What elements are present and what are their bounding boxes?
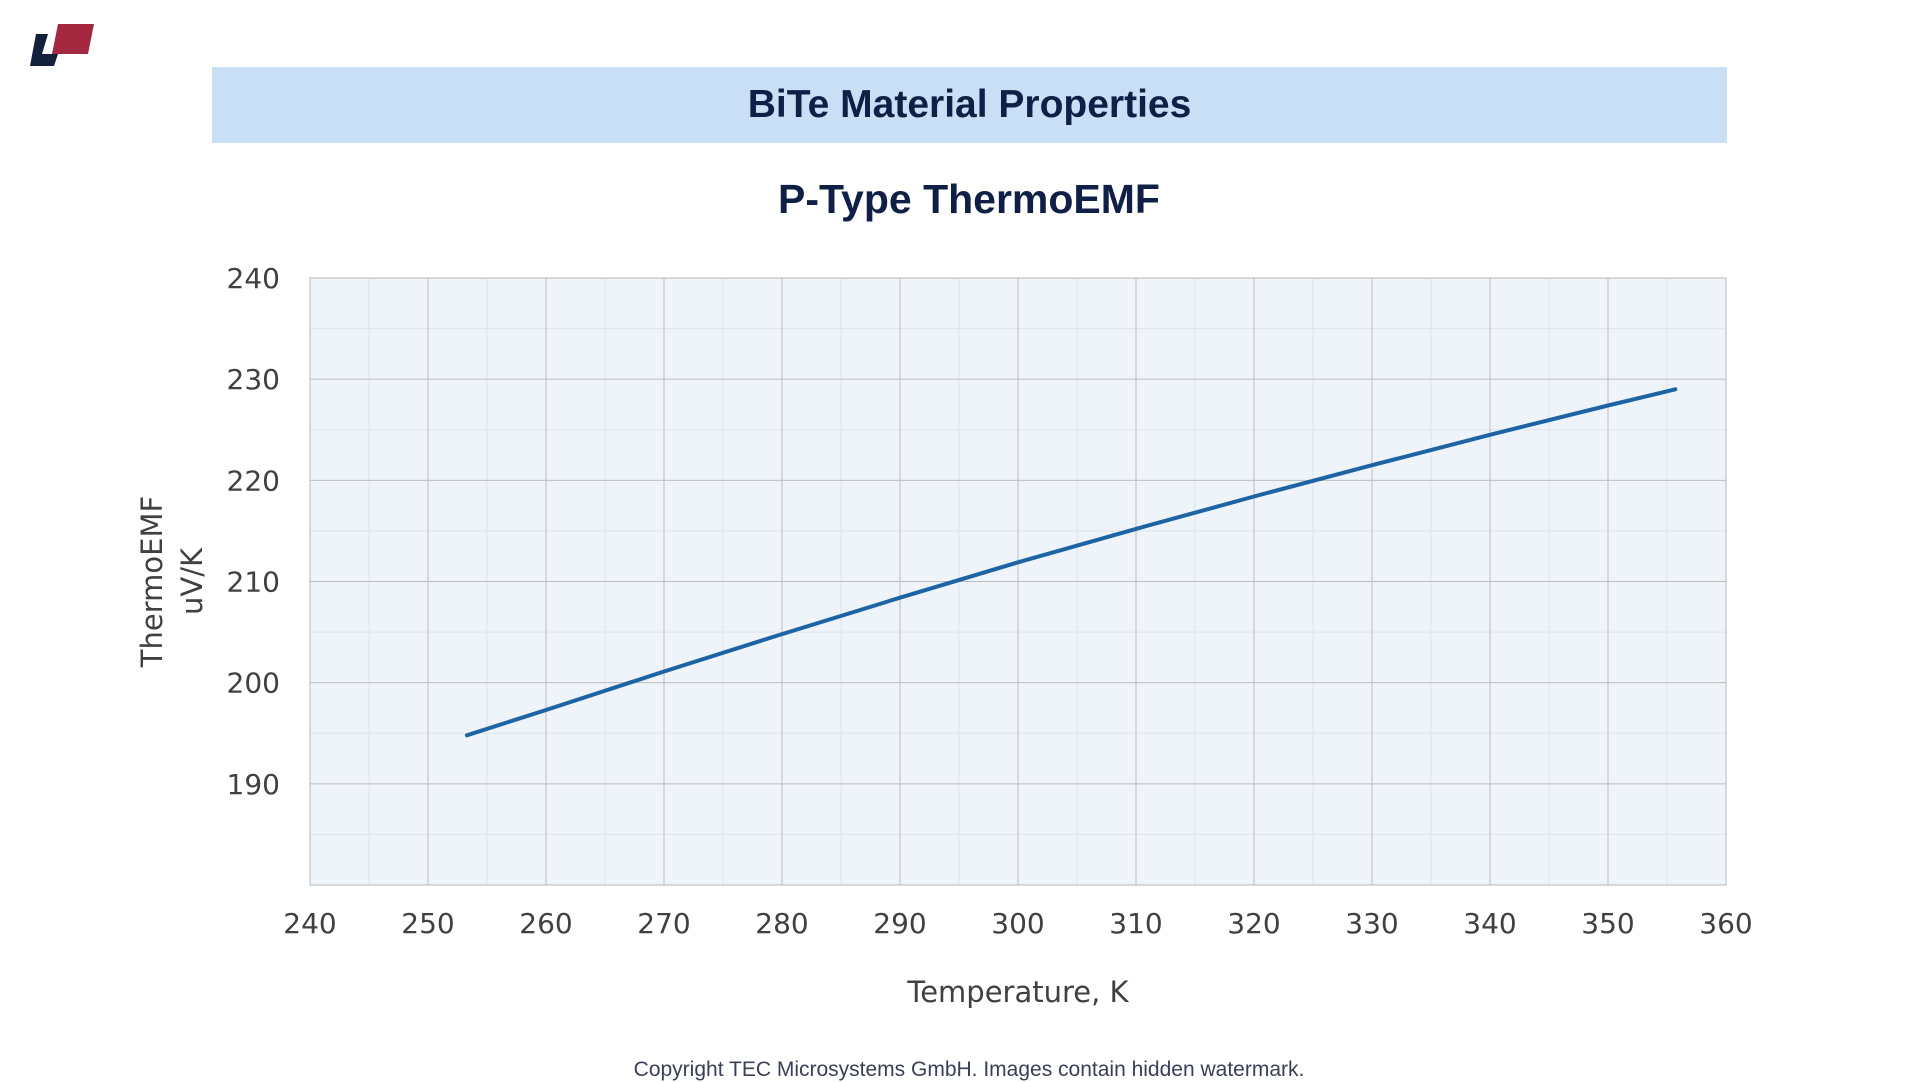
x-tick-label: 330	[1345, 907, 1398, 940]
y-axis-label-line: uV/K	[175, 547, 209, 615]
x-tick-label: 360	[1699, 907, 1752, 940]
copyright-notice: Copyright TEC Microsystems GmbH. Images …	[633, 1058, 1305, 1081]
x-tick-label: 280	[755, 907, 808, 940]
x-tick-label: 260	[519, 907, 572, 940]
y-tick-label: 230	[227, 363, 280, 396]
y-axis-label: ThermoEMF uV/K	[135, 496, 209, 668]
chart-title: P-Type ThermoEMF	[778, 176, 1160, 222]
plot-border	[309, 277, 1727, 886]
x-axis-label: Temperature, K	[906, 975, 1129, 1009]
x-tick-label: 300	[991, 907, 1044, 940]
y-tick-label: 240	[227, 262, 280, 295]
x-tick-label: 310	[1109, 907, 1162, 940]
x-axis-ticks: 240 250 260 270 280 290 300 310 320 330 340 350 360	[283, 907, 1752, 940]
y-axis-ticks: 190 200 210 220 230 240	[227, 262, 280, 801]
series-line-thermoemf	[464, 387, 1678, 738]
y-tick-label: 190	[227, 768, 280, 801]
x-tick-label: 350	[1581, 907, 1634, 940]
x-tick-label: 290	[873, 907, 926, 940]
x-tick-label: 340	[1463, 907, 1516, 940]
major-gridlines	[310, 278, 1726, 885]
x-tick-label: 250	[401, 907, 454, 940]
y-tick-label: 210	[227, 566, 280, 599]
series-layer	[464, 387, 1678, 738]
y-tick-label: 200	[227, 667, 280, 700]
title-banner: BiTe Material Properties	[212, 67, 1727, 143]
y-tick-label: 220	[227, 464, 280, 497]
company-logo	[30, 24, 94, 66]
x-tick-label: 240	[283, 907, 336, 940]
y-axis-label-line: ThermoEMF	[135, 496, 169, 668]
x-tick-label: 270	[637, 907, 690, 940]
banner-title: BiTe Material Properties	[747, 83, 1192, 126]
x-tick-label: 320	[1227, 907, 1280, 940]
